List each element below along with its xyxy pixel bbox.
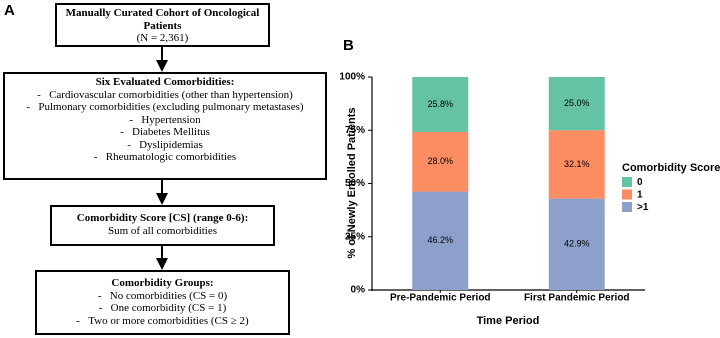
box-title: Comorbidity Score [CS] (range 0-6): <box>76 212 249 224</box>
bar-segment <box>548 77 605 131</box>
y-axis-label: % of Newly Enrolled Patients <box>346 108 358 259</box>
box-item: Diabetes Mellitus <box>9 126 321 139</box>
value-label: 25.0% <box>564 98 590 108</box>
x-axis-label: Time Period <box>477 315 540 327</box>
box-title: Comorbidity Groups: <box>111 277 214 289</box>
panel-label: B <box>343 37 354 54</box>
box: Manually Curated Cohort of Oncological P… <box>55 3 270 47</box>
bar-segment <box>548 130 605 199</box>
box-item: No comorbidities (CS = 0) <box>41 290 284 303</box>
box-item: Hypertension <box>9 114 321 127</box>
bar-segment <box>412 131 469 192</box>
box: Comorbidity Score [CS] (range 0-6): Sum … <box>50 205 275 246</box>
box-item: Two or more comorbidities (CS ≥ 2) <box>41 315 284 328</box>
box-title: Six Evaluated Comorbidities: <box>95 76 235 88</box>
box-item: Dyslipidemias <box>9 139 321 152</box>
legend-key <box>622 177 632 187</box>
value-label: 32.1% <box>564 159 590 169</box>
bar-segment <box>548 198 605 290</box>
legend-key <box>622 202 632 212</box>
box-item: One comorbidity (CS = 1) <box>41 302 284 315</box>
y-tick-label: 100% <box>339 72 365 83</box>
y-tick-label: 0% <box>351 285 366 296</box>
legend-key <box>622 189 632 200</box>
y-tick-label: 25% <box>345 231 365 242</box>
box-item: Rheumatologic comorbidities <box>9 151 321 164</box>
value-label: 42.9% <box>564 239 590 249</box>
box-line: Sum of all comorbidities <box>107 224 218 237</box>
value-label: 25.8% <box>427 99 453 109</box>
legend-title: Comorbidity Score <box>622 162 720 174</box>
box-title: Manually Curated Cohort of Oncological P… <box>65 7 260 32</box>
box-line: (N = 2,361) <box>136 32 189 44</box>
y-tick-label: 75% <box>345 125 365 136</box>
legend-label: 1 <box>637 190 643 201</box>
bar-segment <box>412 191 469 290</box>
legend-label: >1 <box>637 202 649 213</box>
panel-label: A <box>4 2 15 19</box>
x-tick-label: First Pandemic Period <box>524 293 630 304</box>
bar-segment <box>412 77 469 132</box>
box: Six Evaluated Comorbidities: Cardiovascu… <box>3 72 327 180</box>
legend-label: 0 <box>637 177 643 188</box>
box-item: Pulmonary comorbidities (excluding pulmo… <box>9 101 321 114</box>
y-tick-label: 50% <box>345 178 365 189</box>
box-item: Cardiovascular comorbidities (other than… <box>9 89 321 102</box>
value-label: 46.2% <box>427 235 453 245</box>
box: Comorbidity Groups: No comorbidities (CS… <box>35 270 290 335</box>
x-tick-label: Pre-Pandemic Period <box>390 293 491 304</box>
value-label: 28.0% <box>427 156 453 166</box>
